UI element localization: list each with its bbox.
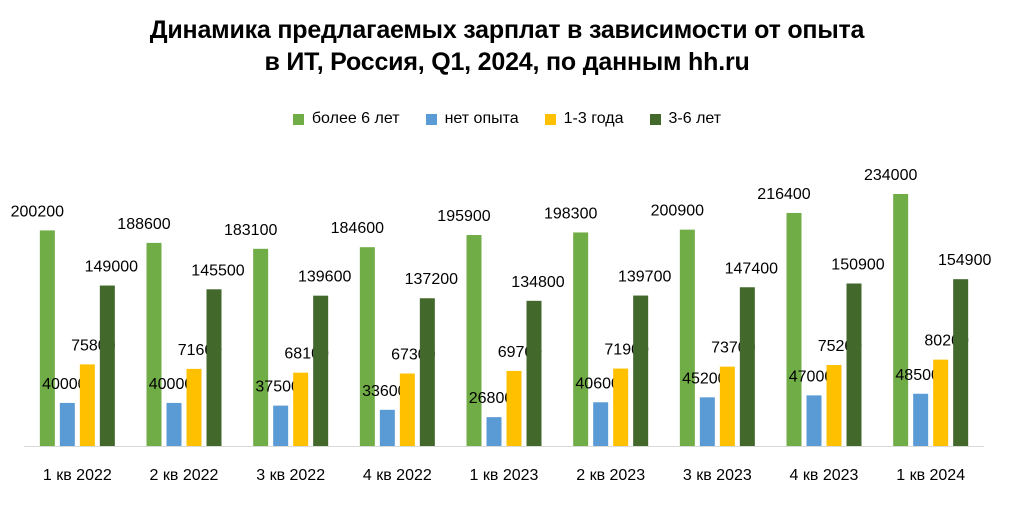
bar <box>253 248 269 446</box>
data-label: 234000 <box>864 167 917 184</box>
bar <box>59 402 75 446</box>
bar <box>593 402 609 446</box>
x-tick-label: 3 кв 2022 <box>256 467 325 484</box>
bar <box>419 298 435 446</box>
bar <box>953 279 969 446</box>
legend-label: более 6 лет <box>311 110 400 127</box>
bar <box>486 417 502 446</box>
data-label: 40000 <box>149 376 194 393</box>
bar <box>399 373 415 446</box>
data-label: 139700 <box>618 269 671 286</box>
bar <box>699 397 715 446</box>
data-label: 154900 <box>938 252 991 269</box>
bar <box>166 402 182 446</box>
data-label: 200900 <box>651 203 704 220</box>
bar <box>679 229 695 446</box>
bar <box>526 300 542 446</box>
data-label: 198300 <box>544 205 597 222</box>
bar <box>206 289 222 446</box>
bar <box>846 283 862 446</box>
data-label: 150900 <box>831 256 884 273</box>
data-label: 183100 <box>224 222 277 239</box>
bar <box>273 405 289 446</box>
bar <box>79 364 95 446</box>
bar <box>99 285 115 446</box>
data-label: 45200 <box>682 370 727 387</box>
bar <box>359 247 375 446</box>
bar <box>313 295 329 446</box>
chart-title-line-2: в ИТ, Россия, Q1, 2024, по данным hh.ru <box>264 48 750 76</box>
data-label: 37500 <box>255 379 300 396</box>
bar <box>39 230 55 446</box>
data-label: 139600 <box>298 269 351 286</box>
data-label: 216400 <box>757 186 810 203</box>
legend-label: 3-6 лет <box>668 110 722 127</box>
data-label: 48500 <box>895 367 940 384</box>
bar <box>379 409 395 446</box>
data-label: 147400 <box>725 260 778 277</box>
x-tick-label: 1 кв 2023 <box>470 467 539 484</box>
data-label: 137200 <box>405 271 458 288</box>
data-label: 26800 <box>469 390 514 407</box>
bar <box>826 365 842 446</box>
bar <box>293 372 309 446</box>
x-tick-label: 4 кв 2023 <box>790 467 859 484</box>
bar <box>146 242 162 446</box>
data-label: 200200 <box>11 203 64 220</box>
x-tick-label: 3 кв 2023 <box>683 467 752 484</box>
bar <box>806 395 822 446</box>
bar <box>719 366 735 446</box>
legend-item-3: 1-3 года <box>544 110 624 128</box>
x-tick-label: 1 кв 2022 <box>43 467 112 484</box>
bar <box>933 359 949 446</box>
bar <box>739 287 755 446</box>
legend-label: нет опыта <box>444 110 519 127</box>
data-label: 40000 <box>42 376 87 393</box>
bar <box>613 368 629 446</box>
legend-swatch <box>544 113 556 125</box>
bar <box>573 232 589 446</box>
legend-swatch <box>292 113 304 125</box>
bar <box>466 235 482 446</box>
data-label: 33600 <box>362 383 407 400</box>
data-label: 40600 <box>575 375 620 392</box>
bar <box>913 393 929 446</box>
data-label: 188600 <box>117 216 170 233</box>
bar <box>506 370 522 446</box>
chart-title: Динамика предлагаемых зарплат в зависимо… <box>0 14 1014 78</box>
legend-swatch <box>425 113 437 125</box>
x-tick-label: 2 кв 2022 <box>150 467 219 484</box>
x-tick-label: 2 кв 2023 <box>576 467 645 484</box>
x-tick-label: 1 кв 2024 <box>896 467 965 484</box>
legend-label: 1-3 года <box>563 110 624 127</box>
bar <box>893 194 909 446</box>
data-label: 47000 <box>789 368 834 385</box>
legend-item-1: более 6 лет <box>292 110 400 128</box>
data-label: 134800 <box>511 274 564 291</box>
data-label: 145500 <box>191 262 244 279</box>
data-label: 195900 <box>437 208 490 225</box>
data-label: 184600 <box>331 220 384 237</box>
chart-title-line-1: Динамика предлагаемых зарплат в зависимо… <box>149 16 865 44</box>
data-label: 149000 <box>85 259 138 276</box>
legend-swatch <box>649 113 661 125</box>
bar <box>633 295 649 446</box>
chart-legend: более 6 лет нет опыта 1-3 года 3-6 лет <box>0 110 1014 128</box>
legend-item-2: нет опыта <box>425 110 519 128</box>
x-tick-label: 4 кв 2022 <box>363 467 432 484</box>
legend-item-4: 3-6 лет <box>649 110 722 128</box>
bar <box>186 368 202 446</box>
bar <box>786 212 802 446</box>
